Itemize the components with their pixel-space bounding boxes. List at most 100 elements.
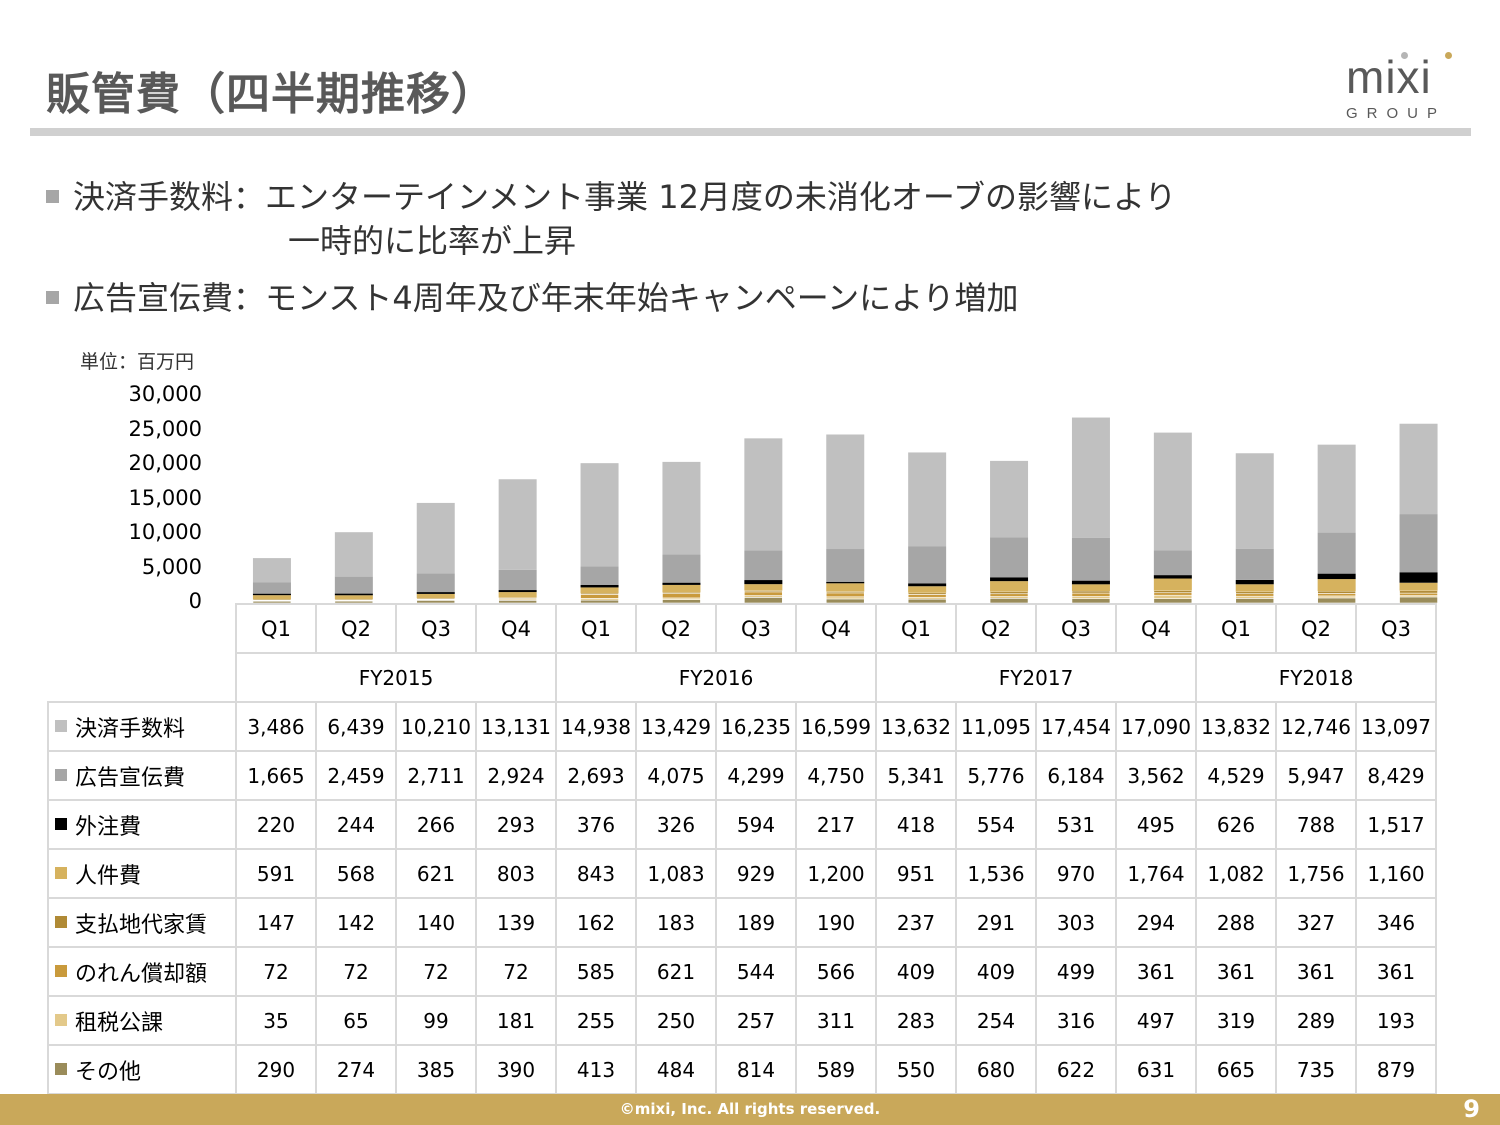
legend-swatch xyxy=(55,1062,67,1075)
bar-segment xyxy=(826,549,865,582)
legend-swatch xyxy=(55,915,67,928)
data-label: 283 xyxy=(875,995,957,1046)
data-label: 484 xyxy=(635,1044,717,1095)
x-tick-label: Q3 xyxy=(715,603,797,654)
bullet-1-cont: 一時的に比率が上昇 xyxy=(288,216,576,262)
data-label: 17,090 xyxy=(1115,701,1197,752)
data-label: 499 xyxy=(1035,946,1117,997)
data-label: 409 xyxy=(875,946,957,997)
bar-segment xyxy=(826,434,865,550)
legend-label: 決済手数料 xyxy=(75,716,186,742)
data-label: 497 xyxy=(1115,995,1197,1046)
bar-segment xyxy=(252,593,291,596)
data-label: 293 xyxy=(475,799,557,850)
legend-label: 広告宣伝費 xyxy=(75,765,186,791)
data-label: 1,665 xyxy=(235,750,317,801)
data-label: 680 xyxy=(955,1044,1037,1095)
bar-segment xyxy=(580,587,619,594)
bar-segment xyxy=(990,537,1029,578)
bar-segment xyxy=(744,590,783,593)
bar-segment xyxy=(662,584,701,593)
data-label: 1,083 xyxy=(635,848,717,899)
bar-stack-10 xyxy=(989,460,1029,604)
footer-bar: ©mixi, Inc. All rights reserved. 9 xyxy=(0,1094,1500,1125)
bar-segment xyxy=(1071,584,1110,591)
bar-segment xyxy=(908,586,947,593)
data-label: 290 xyxy=(235,1044,317,1095)
bar-segment xyxy=(744,584,783,591)
table-row: 租税公課 35 65 99 181 255 250 257 311 283 254 316 497 319… xyxy=(47,995,1437,1046)
bar-segment xyxy=(252,598,292,601)
data-label: 385 xyxy=(395,1044,477,1095)
bar-segment xyxy=(908,546,947,584)
bar-segment xyxy=(334,598,374,601)
bar-segment xyxy=(1399,514,1438,573)
mixi-group-logo: mixi GROUP xyxy=(1340,48,1460,128)
legend-label: その他 xyxy=(75,1059,142,1085)
data-label: 72 xyxy=(475,946,557,997)
bar-stack-2 xyxy=(334,532,374,604)
data-label: 544 xyxy=(715,946,797,997)
x-tick-label: Q1 xyxy=(235,603,317,654)
bar-segment xyxy=(989,593,1029,597)
data-label: 72 xyxy=(395,946,477,997)
bar-stack-6 xyxy=(662,461,701,604)
data-label: 266 xyxy=(395,799,477,850)
data-label: 594 xyxy=(715,799,797,850)
y-tick-label: 5,000 xyxy=(141,554,202,579)
bar-segment xyxy=(416,597,456,600)
bar-segment xyxy=(662,554,701,583)
bar-segment xyxy=(1235,548,1274,580)
bar-segment xyxy=(989,591,1029,595)
bar-segment xyxy=(908,452,947,547)
fiscal-year-label: FY2016 xyxy=(555,652,877,703)
data-label: 4,750 xyxy=(795,750,877,801)
bar-segment xyxy=(416,502,455,574)
data-label: 13,131 xyxy=(475,701,557,752)
legend-swatch xyxy=(55,719,67,732)
data-label: 2,459 xyxy=(315,750,397,801)
x-tick-label: Q1 xyxy=(875,603,957,654)
data-label: 13,097 xyxy=(1355,701,1437,752)
bullet-square-icon xyxy=(46,189,59,203)
data-label: 289 xyxy=(1275,995,1357,1046)
bar-segment xyxy=(498,597,537,599)
y-tick-label: 20,000 xyxy=(128,451,202,475)
bar-stack-8 xyxy=(825,434,865,604)
data-label: 361 xyxy=(1115,946,1197,997)
data-label: 316 xyxy=(1035,995,1117,1046)
logo-group: GROUP xyxy=(1346,105,1447,122)
data-label: 585 xyxy=(555,946,637,997)
data-label: 4,075 xyxy=(635,750,717,801)
bar-segment xyxy=(334,532,373,577)
x-tick-label: Q3 xyxy=(1035,603,1117,654)
bar-stack-3 xyxy=(416,502,456,604)
page-title: 販管費（四半期推移） xyxy=(46,69,496,120)
data-label: 951 xyxy=(875,848,957,899)
bullet-1-line1: 決済手数料：エンターテインメント事業 12月度の未消化オーブの影響により xyxy=(73,178,1177,216)
data-label: 12,746 xyxy=(1275,701,1357,752)
bar-segment xyxy=(744,438,783,551)
table-row: 決済手数料 3,486 6,439 10,210 13,131 14,938 13,429 1… xyxy=(47,701,1437,752)
data-label: 1,082 xyxy=(1195,848,1277,899)
bar-segment xyxy=(416,593,455,599)
data-label: 788 xyxy=(1275,799,1357,850)
bar-segment xyxy=(334,576,373,594)
bar-segment xyxy=(498,569,537,591)
data-label: 621 xyxy=(635,946,717,997)
data-label: 217 xyxy=(795,799,877,850)
bar-segment xyxy=(1235,584,1274,592)
data-label: 274 xyxy=(315,1044,397,1095)
copyright: ©mixi, Inc. All rights reserved. xyxy=(619,1100,881,1118)
bullet-1-line2: 一時的に比率が上昇 xyxy=(288,222,577,260)
bar-stack-11 xyxy=(1071,417,1111,604)
data-label: 10,210 xyxy=(395,701,477,752)
bar-segment xyxy=(416,573,455,593)
table-row: 人件費 591 568 621 803 843 1,083 929 1,200 951 1,536 9… xyxy=(47,848,1437,899)
bar-segment xyxy=(1153,578,1192,591)
logo-dot-gray xyxy=(1401,52,1408,59)
data-label: 970 xyxy=(1035,848,1117,899)
bar-segment xyxy=(416,592,455,594)
bar-segment xyxy=(908,583,947,587)
bar-segment xyxy=(1235,593,1275,597)
